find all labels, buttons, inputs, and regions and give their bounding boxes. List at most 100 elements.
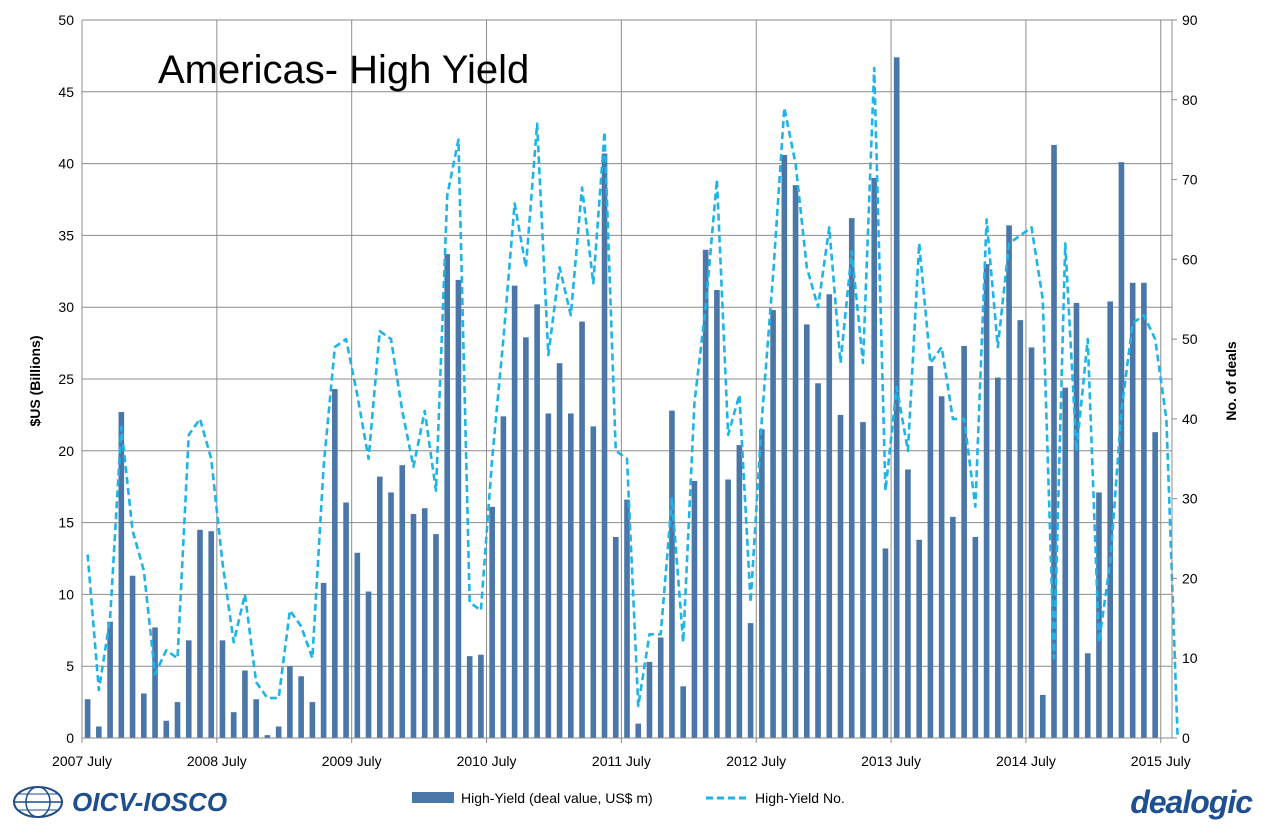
y2-tick-label: 20 bbox=[1182, 570, 1198, 586]
axis-layer: 0 5 10 15 20 25 30 35 40 45 50 0 10 20 30 40 50 60 70 80 90 2… bbox=[52, 12, 1198, 769]
bar bbox=[365, 591, 372, 738]
bar bbox=[1028, 347, 1035, 738]
dealogic-logo: dealogic bbox=[1130, 784, 1253, 820]
y2-tick-label: 30 bbox=[1182, 491, 1198, 507]
bar bbox=[803, 324, 810, 738]
y-axis-title: $US (Billions) bbox=[27, 335, 43, 426]
bar bbox=[230, 712, 237, 738]
bar bbox=[691, 480, 698, 738]
bar bbox=[916, 539, 922, 738]
bar bbox=[320, 582, 327, 738]
line-layer bbox=[86, 66, 1179, 739]
bar bbox=[657, 637, 664, 738]
bar bbox=[1141, 282, 1147, 738]
x-tick-label: 2008 July bbox=[187, 753, 247, 769]
bar bbox=[950, 516, 956, 738]
y-tick-label: 30 bbox=[58, 299, 74, 315]
y-tick-label: 20 bbox=[58, 443, 74, 459]
bar bbox=[725, 479, 731, 738]
y-tick-label: 35 bbox=[58, 227, 74, 243]
bar bbox=[84, 699, 91, 738]
x-tick-label: 2014 July bbox=[996, 753, 1056, 769]
bar bbox=[1006, 225, 1012, 738]
bar bbox=[185, 640, 192, 738]
y2-tick-label: 60 bbox=[1182, 251, 1198, 267]
bar bbox=[466, 656, 473, 738]
bar bbox=[995, 377, 1001, 738]
legend-bar-swatch bbox=[412, 792, 454, 803]
x-tick-label: 2015 July bbox=[1131, 753, 1191, 769]
y-tick-label: 50 bbox=[58, 12, 74, 28]
bar bbox=[826, 294, 833, 738]
bar bbox=[1017, 320, 1024, 738]
bar bbox=[545, 413, 552, 738]
bar bbox=[590, 426, 597, 738]
bar bbox=[646, 661, 653, 738]
x-tick-label: 2012 July bbox=[726, 753, 786, 769]
oicv-iosco-logo: OICV-IOSCO bbox=[12, 784, 227, 820]
bar bbox=[107, 621, 113, 738]
bars-layer bbox=[84, 57, 1158, 739]
bar bbox=[332, 389, 338, 738]
y2-axis-title: No. of deals bbox=[1223, 341, 1239, 421]
bar bbox=[927, 366, 934, 738]
bar bbox=[1051, 144, 1057, 738]
bar bbox=[781, 154, 788, 738]
bar bbox=[848, 218, 855, 739]
legend: High-Yield (deal value, US$ m) High-Yiel… bbox=[412, 790, 845, 806]
bar bbox=[253, 699, 259, 738]
bar bbox=[792, 185, 799, 738]
bar bbox=[264, 735, 271, 738]
bar bbox=[433, 534, 439, 738]
bar bbox=[770, 310, 776, 738]
globe-icon bbox=[13, 786, 63, 818]
bar bbox=[860, 422, 866, 738]
bar bbox=[747, 623, 754, 738]
bar bbox=[421, 508, 428, 738]
bar bbox=[500, 416, 507, 738]
y-tick-label: 5 bbox=[66, 658, 74, 674]
bar bbox=[702, 249, 709, 738]
bar bbox=[568, 413, 574, 738]
bar bbox=[410, 513, 417, 738]
bar bbox=[163, 720, 170, 738]
bar bbox=[343, 502, 349, 738]
bar bbox=[197, 529, 203, 738]
bar bbox=[1129, 282, 1136, 738]
chart-title: Americas- High Yield bbox=[158, 48, 529, 92]
bar bbox=[759, 429, 765, 738]
bar bbox=[287, 666, 293, 738]
bar bbox=[736, 445, 743, 738]
bar bbox=[983, 264, 990, 738]
bar bbox=[1084, 653, 1091, 738]
y2-tick-label: 80 bbox=[1182, 92, 1198, 108]
x-tick-label: 2011 July bbox=[592, 753, 651, 769]
bar bbox=[298, 676, 304, 738]
x-tick-label: 2009 July bbox=[322, 753, 382, 769]
y-tick-label: 0 bbox=[66, 730, 74, 746]
bar bbox=[972, 536, 979, 738]
y-tick-label: 25 bbox=[58, 371, 74, 387]
bar bbox=[961, 345, 967, 738]
bar bbox=[152, 627, 158, 738]
y-tick-label: 40 bbox=[58, 156, 74, 172]
y2-tick-label: 0 bbox=[1182, 730, 1190, 746]
bar bbox=[1039, 694, 1046, 738]
bar bbox=[601, 153, 608, 739]
bar bbox=[129, 575, 136, 738]
bar bbox=[579, 321, 585, 738]
y2-tick-label: 70 bbox=[1182, 172, 1198, 188]
y-tick-label: 15 bbox=[58, 515, 74, 531]
bar bbox=[399, 465, 406, 738]
bar bbox=[523, 337, 529, 738]
y2-tick-label: 10 bbox=[1182, 650, 1198, 666]
bar bbox=[624, 499, 630, 738]
x-tick-label: 2013 July bbox=[861, 753, 921, 769]
y2-tick-label: 40 bbox=[1182, 411, 1198, 427]
bar bbox=[938, 396, 945, 738]
bar bbox=[635, 723, 642, 738]
bar bbox=[96, 726, 102, 738]
y2-tick-label: 50 bbox=[1182, 331, 1198, 347]
x-tick-label: 2010 July bbox=[457, 753, 517, 769]
